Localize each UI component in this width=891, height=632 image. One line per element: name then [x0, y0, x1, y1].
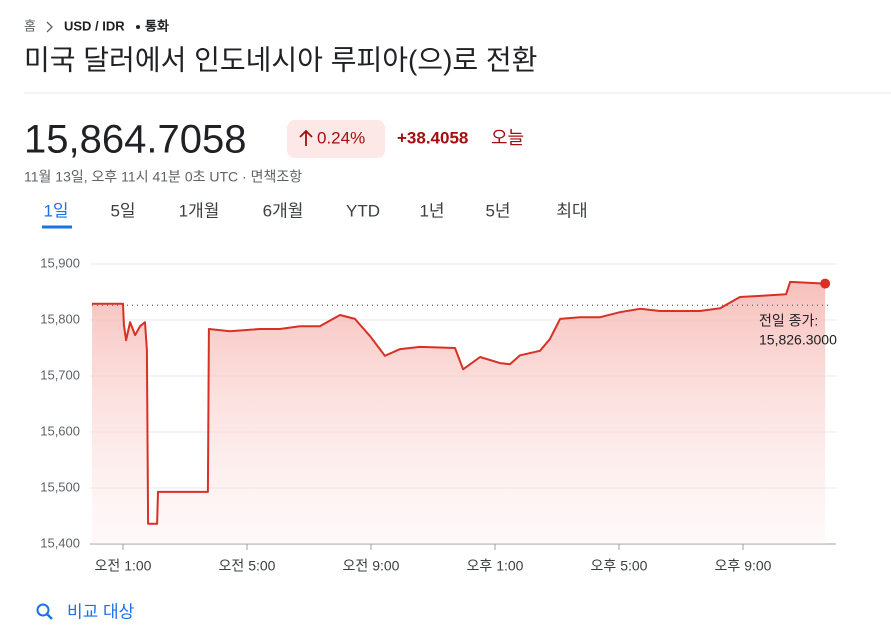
- y-tick-label: 15,700: [40, 367, 80, 382]
- x-tick-label: 오후 1:00: [467, 558, 524, 574]
- reference-value: 15,826.3000: [759, 332, 837, 348]
- change-value: +38.4058: [397, 128, 468, 147]
- range-tab[interactable]: 6개월: [263, 201, 304, 220]
- x-tick-label: 오전 9:00: [343, 558, 400, 574]
- up-arrow: [299, 129, 313, 146]
- range-tab[interactable]: YTD: [346, 201, 380, 220]
- range-tab[interactable]: 1년: [419, 201, 444, 220]
- y-tick-label: 15,500: [40, 479, 80, 494]
- breadcrumb-type: 통화: [145, 18, 169, 33]
- x-tick-label: 오전 1:00: [95, 558, 152, 574]
- search-icon-handle: [46, 613, 53, 620]
- range-tab[interactable]: 1일: [43, 201, 68, 220]
- range-tab[interactable]: 5년: [485, 201, 510, 220]
- page-title: 미국 달러에서 인도네시아 루피아(으)로 전환: [24, 44, 537, 75]
- y-tick-label: 15,400: [40, 535, 80, 550]
- change-percent: 0.24%: [317, 128, 365, 147]
- last-point: [820, 278, 831, 289]
- change-period: 오늘: [491, 128, 524, 148]
- range-tabs: 1일 5일 1개월 6개월 YTD 1년 5년 최대: [43, 201, 587, 220]
- search-icon: [36, 603, 50, 617]
- y-tick-label: 15,900: [40, 255, 80, 270]
- x-tick-label: 오후 5:00: [591, 558, 648, 574]
- range-tab[interactable]: 1개월: [179, 201, 220, 220]
- area-fill: [92, 281, 826, 544]
- price-line: [92, 280, 826, 525]
- price: 15,864.7058: [24, 118, 246, 162]
- compare-button[interactable]: 비교 대상: [67, 602, 135, 621]
- breadcrumb-dot: [136, 25, 140, 29]
- reference-label: 전일 종가:: [759, 313, 818, 329]
- y-tick-label: 15,600: [40, 423, 80, 438]
- chart: 15,400 15,500 15,600 15,700 15,800 15,900 오전 1…: [40, 255, 837, 573]
- x-tick-label: 오전 5:00: [219, 558, 276, 574]
- range-tab[interactable]: 5일: [110, 201, 135, 220]
- breadcrumb-home[interactable]: 홈: [24, 18, 36, 33]
- timestamp: 11월 13일, 오후 11시 41분 0초 UTC · 면책조항: [24, 169, 302, 185]
- y-tick-label: 15,800: [40, 311, 80, 326]
- x-tick-label: 오후 9:00: [715, 558, 772, 574]
- breadcrumb-pair: USD / IDR: [64, 18, 125, 33]
- range-tab[interactable]: 최대: [556, 201, 587, 220]
- breadcrumb-chevron: [46, 21, 53, 33]
- change-chip: [287, 120, 385, 158]
